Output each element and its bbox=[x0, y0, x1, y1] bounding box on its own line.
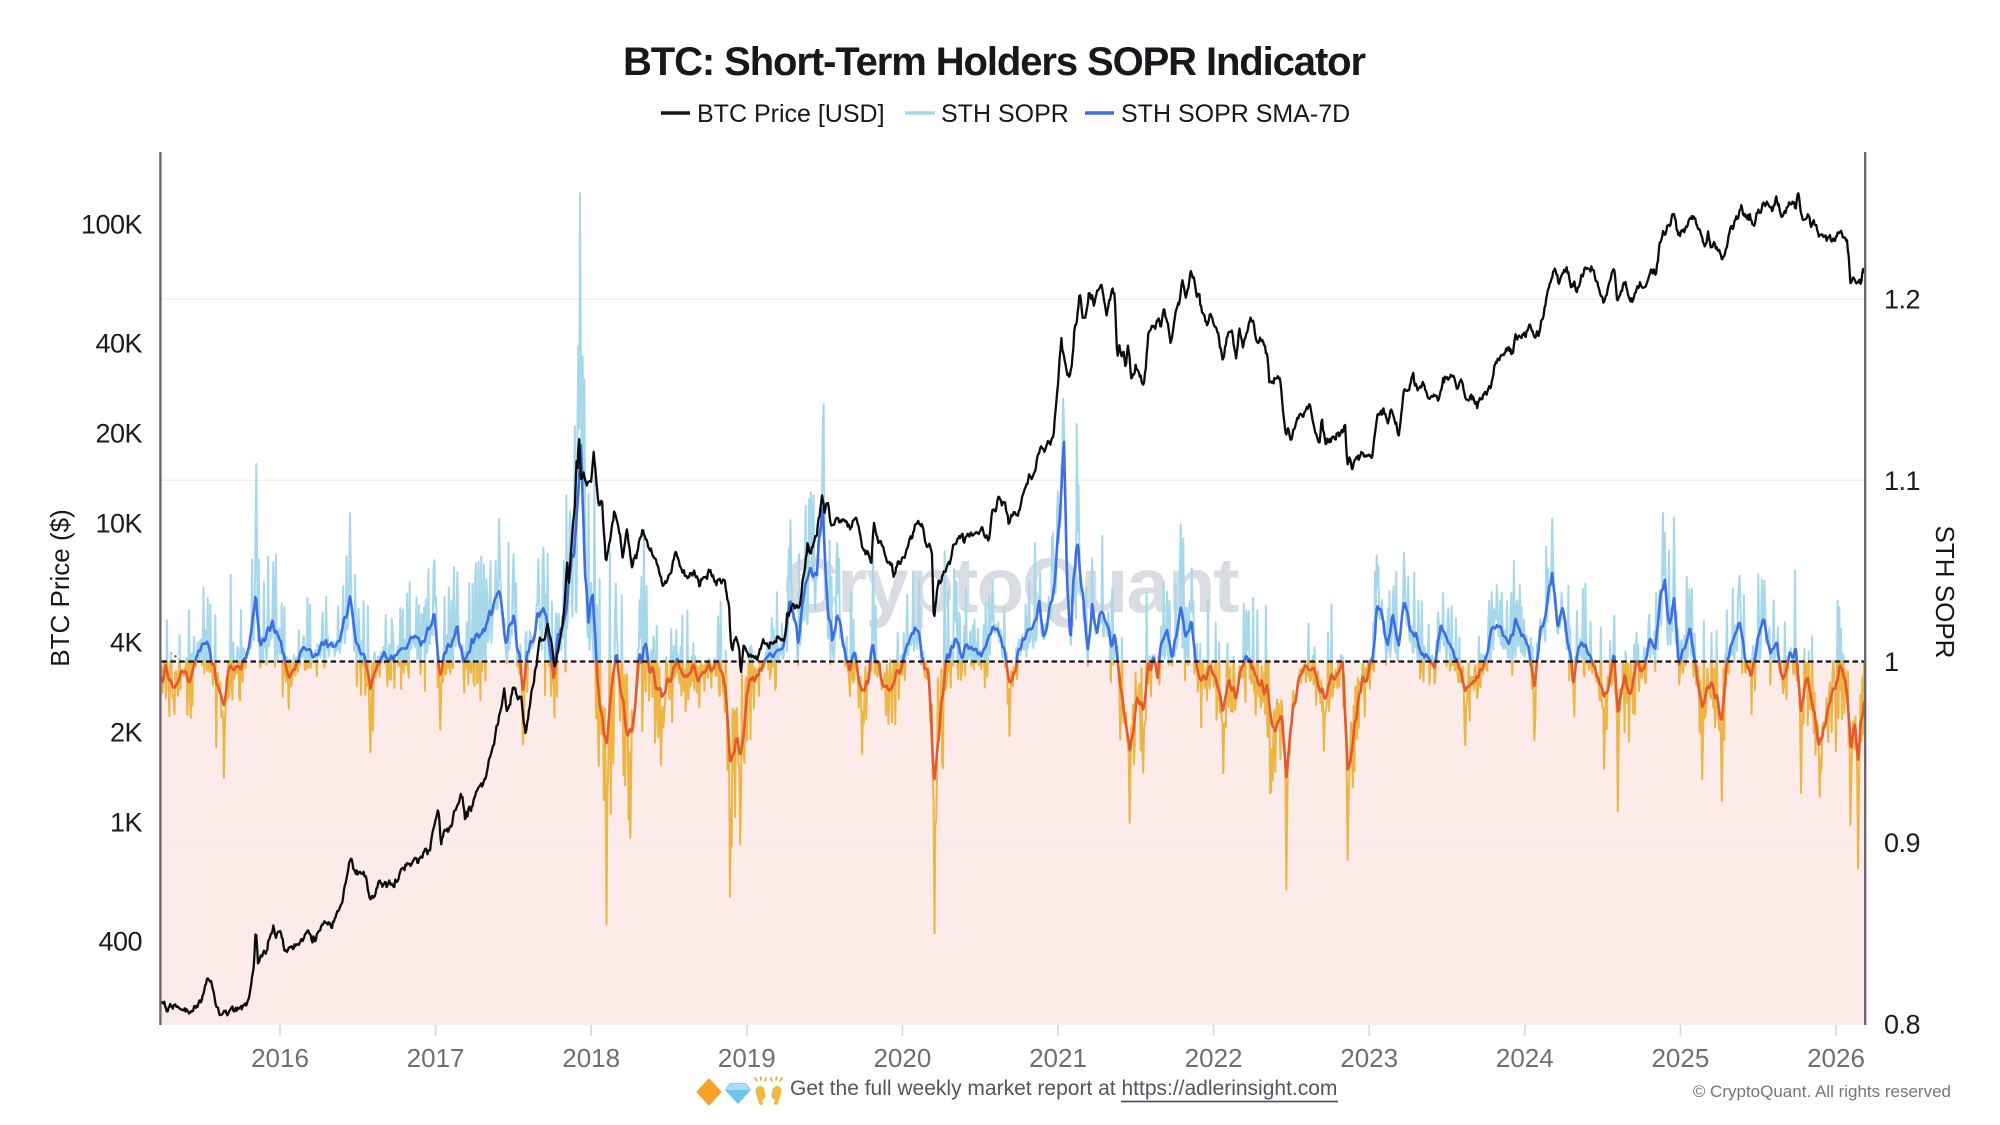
svg-text:STH SOPR: STH SOPR bbox=[1930, 526, 1960, 659]
svg-text:10K: 10K bbox=[95, 509, 142, 539]
svg-text:Get the full weekly market rep: Get the full weekly market report at htt… bbox=[790, 1077, 1337, 1100]
svg-text:© CryptoQuant. All rights rese: © CryptoQuant. All rights reserved bbox=[1693, 1082, 1951, 1101]
svg-text:1.2: 1.2 bbox=[1884, 285, 1920, 315]
svg-text:STH SOPR: STH SOPR bbox=[941, 100, 1069, 128]
svg-text:2021: 2021 bbox=[1029, 1043, 1087, 1073]
svg-text:2024: 2024 bbox=[1496, 1043, 1554, 1073]
svg-text:400: 400 bbox=[98, 927, 142, 957]
svg-text:2025: 2025 bbox=[1651, 1043, 1709, 1073]
svg-text:0.8: 0.8 bbox=[1884, 1009, 1920, 1039]
svg-text:100K: 100K bbox=[81, 210, 143, 240]
svg-text:2023: 2023 bbox=[1340, 1043, 1398, 1073]
svg-text:1.1: 1.1 bbox=[1884, 466, 1920, 496]
svg-text:2022: 2022 bbox=[1185, 1043, 1243, 1073]
svg-text:BTC: Short-Term Holders SOPR I: BTC: Short-Term Holders SOPR Indicator bbox=[623, 40, 1366, 84]
svg-text:2018: 2018 bbox=[562, 1043, 620, 1073]
svg-text:BTC Price ($): BTC Price ($) bbox=[45, 509, 75, 666]
svg-text:2019: 2019 bbox=[718, 1043, 776, 1073]
svg-text:40K: 40K bbox=[95, 329, 142, 359]
svg-text:2017: 2017 bbox=[407, 1043, 465, 1073]
svg-text:2K: 2K bbox=[110, 718, 143, 748]
svg-text:BTC Price [USD]: BTC Price [USD] bbox=[697, 100, 885, 128]
svg-text:4K: 4K bbox=[110, 628, 143, 658]
svg-text:STH SOPR SMA-7D: STH SOPR SMA-7D bbox=[1121, 100, 1350, 128]
svg-text:0.9: 0.9 bbox=[1884, 828, 1920, 858]
svg-text:2016: 2016 bbox=[251, 1043, 309, 1073]
svg-text:2020: 2020 bbox=[873, 1043, 931, 1073]
svg-text:20K: 20K bbox=[95, 419, 142, 449]
svg-text:2026: 2026 bbox=[1807, 1043, 1865, 1073]
svg-text:1K: 1K bbox=[110, 808, 143, 838]
svg-text:1: 1 bbox=[1884, 647, 1899, 677]
